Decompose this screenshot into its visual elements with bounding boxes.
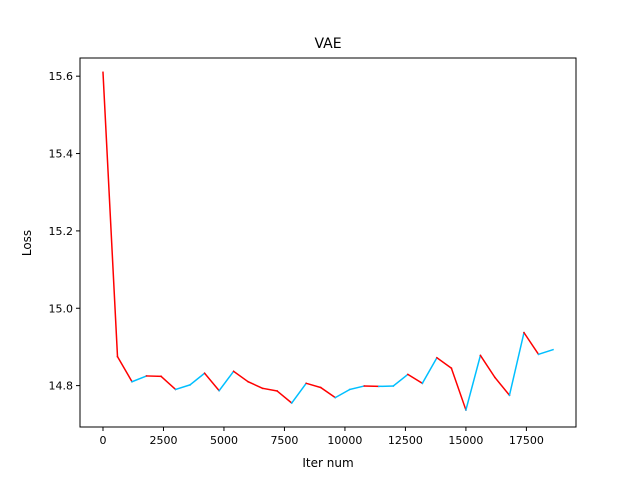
series-line-segment xyxy=(421,356,438,385)
x-tick-label: 0 xyxy=(99,434,106,447)
series-line-segment xyxy=(435,356,453,370)
plot-area xyxy=(102,71,554,411)
y-tick-label: 14.8 xyxy=(49,380,74,393)
x-tick-label: 17500 xyxy=(509,434,544,447)
series-line-segment xyxy=(319,386,337,399)
series-line-segment xyxy=(508,331,525,397)
series-line-segment xyxy=(334,388,351,399)
y-tick-label: 15.0 xyxy=(49,302,74,315)
series-line-segment xyxy=(203,372,221,392)
x-axis-label: Iter num xyxy=(302,456,353,470)
x-tick-label: 10000 xyxy=(327,434,362,447)
series-line-segment xyxy=(261,387,279,392)
x-tick-label: 15000 xyxy=(448,434,483,447)
x-tick-label: 7500 xyxy=(270,434,298,447)
series-line-segment xyxy=(102,71,119,358)
series-line-segment xyxy=(537,348,554,356)
series-line-segment xyxy=(493,376,511,397)
series-line-segment xyxy=(290,382,308,405)
series-line-segment xyxy=(116,355,134,383)
series-line-segment xyxy=(276,389,293,405)
x-tick-label: 5000 xyxy=(210,434,238,447)
y-axis-ticks: 14.8 15.0 15.2 15.4 15.6 xyxy=(49,70,80,393)
series-line-segment xyxy=(348,385,366,391)
series-line-segment xyxy=(464,354,482,411)
series-line-segment xyxy=(450,367,467,411)
x-tick-label: 2500 xyxy=(149,434,177,447)
y-tick-label: 15.4 xyxy=(49,148,74,161)
y-tick-label: 15.6 xyxy=(49,70,74,83)
series-line-segment xyxy=(232,370,250,383)
series-line-segment xyxy=(406,373,424,385)
series-line-segment xyxy=(174,383,192,391)
plot-frame xyxy=(79,57,577,428)
series-line-segment xyxy=(131,374,148,383)
series-line-segment xyxy=(479,354,496,379)
series-line-segment xyxy=(189,372,206,386)
y-axis-label: Loss xyxy=(20,230,34,256)
chart-title: VAE xyxy=(314,36,341,52)
series-line-segment xyxy=(218,370,235,392)
series-line-segment xyxy=(159,375,177,391)
y-tick-label: 15.2 xyxy=(49,225,74,238)
series-line-segment xyxy=(247,380,264,390)
x-tick-label: 12500 xyxy=(388,434,423,447)
series-line-segment xyxy=(392,373,409,388)
series-line-segment xyxy=(522,331,540,356)
series-line-segment xyxy=(305,382,322,389)
x-axis-ticks: 0 2500 5000 7500 10000 12500 15000 17500 xyxy=(99,427,544,447)
